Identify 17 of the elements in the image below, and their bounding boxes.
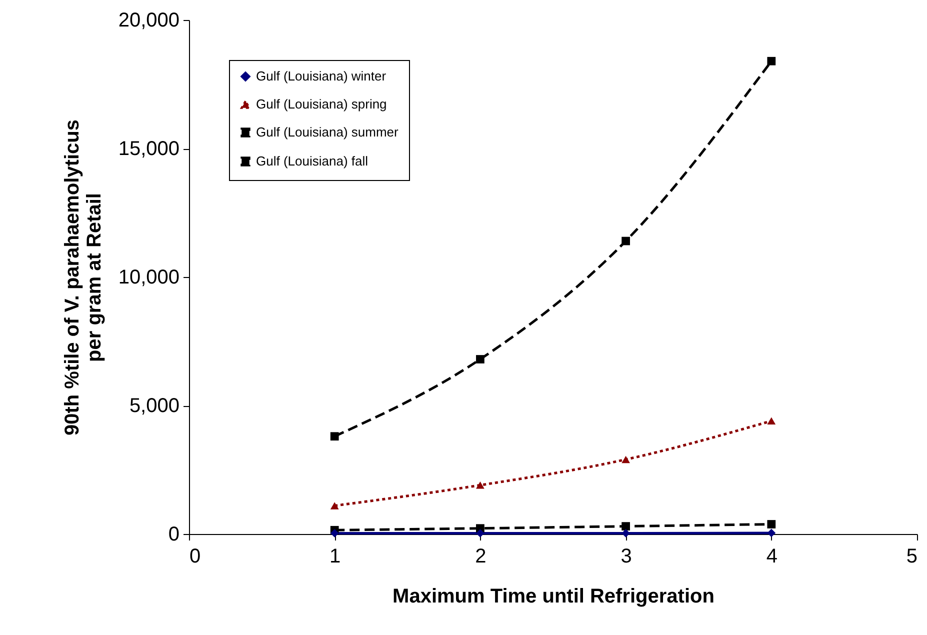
x-tick-label: 4 xyxy=(766,546,778,568)
y-tick-label: 10,000 xyxy=(118,266,180,288)
x-axis-title: Maximum Time until Refrigeration xyxy=(392,586,714,608)
legend-label: Gulf (Louisiana) summer xyxy=(256,124,399,140)
x-tick-label: 5 xyxy=(906,546,918,568)
legend-label: Gulf (Louisiana) spring xyxy=(256,96,387,112)
y-tick-label: 0 xyxy=(168,524,180,546)
y-tick-label: 20,000 xyxy=(118,10,180,32)
x-tick-label: 0 xyxy=(190,546,201,568)
x-tick-label: 3 xyxy=(620,546,632,568)
y-tick-label: 5,000 xyxy=(129,395,180,417)
y-axis-title: 90th %tile of V. parahaemolyticus per gram at Retail xyxy=(61,119,106,436)
legend-label: Gulf (Louisiana) fall xyxy=(256,154,368,168)
x-tick-label: 1 xyxy=(330,546,341,568)
legend-label: Gulf (Louisiana) winter xyxy=(256,68,387,84)
x-tick-label: 2 xyxy=(475,546,486,568)
y-tick-label: 15,000 xyxy=(118,138,180,160)
